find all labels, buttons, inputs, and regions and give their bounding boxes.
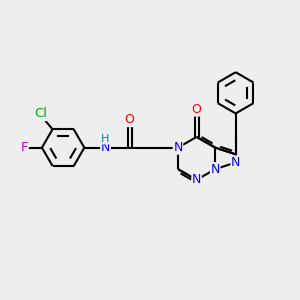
Text: Cl: Cl: [34, 107, 47, 120]
Text: N: N: [192, 173, 201, 186]
Text: O: O: [125, 113, 135, 127]
Text: O: O: [125, 113, 135, 127]
Text: H: H: [101, 134, 110, 144]
Text: O: O: [192, 103, 202, 116]
Text: F: F: [20, 141, 28, 154]
Text: N: N: [101, 141, 110, 154]
Text: N: N: [211, 163, 220, 176]
Text: Cl: Cl: [34, 107, 47, 120]
Text: N: N: [101, 141, 110, 154]
Text: N: N: [231, 156, 240, 169]
Text: H: H: [102, 134, 110, 144]
Text: N: N: [173, 141, 183, 154]
Text: F: F: [20, 141, 28, 154]
Text: O: O: [192, 103, 202, 116]
